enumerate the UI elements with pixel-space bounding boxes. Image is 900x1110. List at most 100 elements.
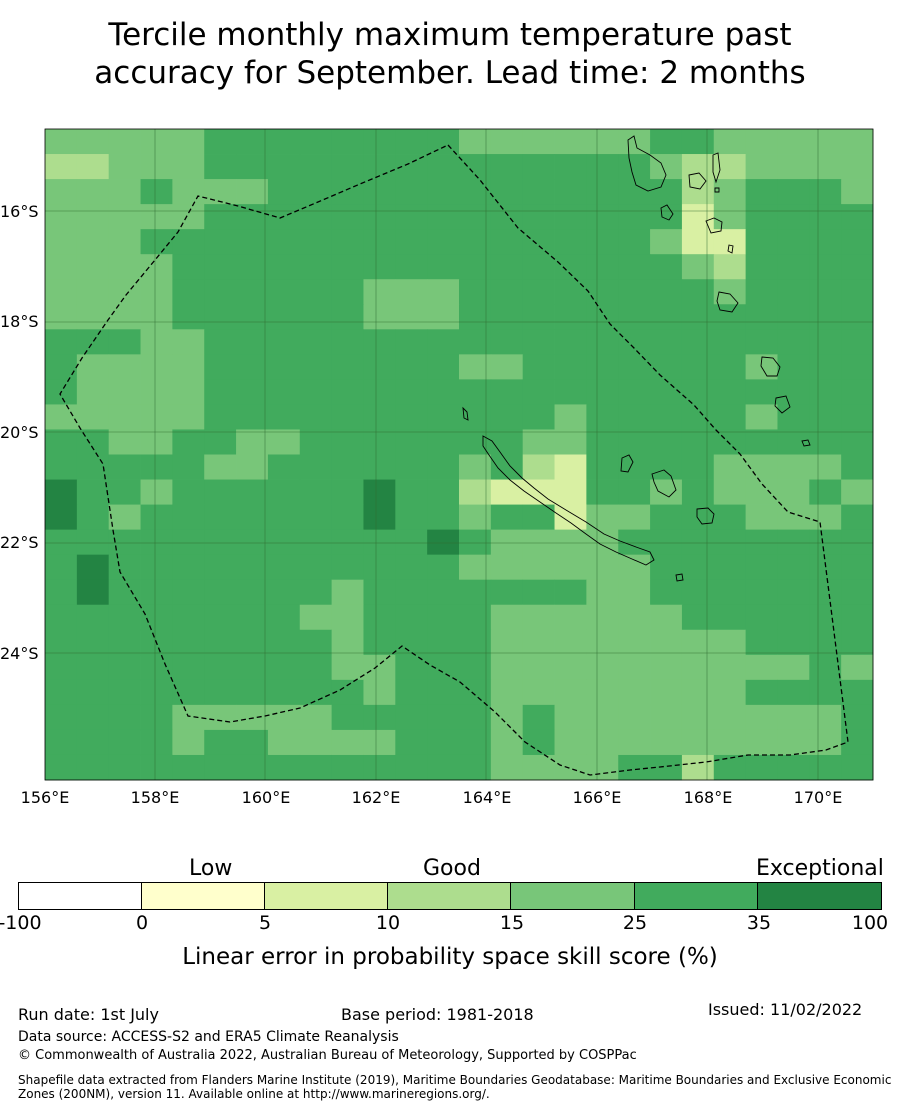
grid-cell bbox=[236, 579, 269, 606]
belep-islands-outline bbox=[462, 406, 469, 421]
grid-cell bbox=[267, 179, 301, 205]
grid-cell bbox=[841, 479, 874, 505]
lon-label-166e: 166°E bbox=[572, 788, 622, 807]
grid-cell bbox=[650, 129, 683, 155]
grid-cell bbox=[554, 504, 587, 531]
grid-cell bbox=[745, 754, 778, 781]
grid-cell bbox=[140, 754, 173, 781]
grid-cell bbox=[650, 704, 683, 731]
grid-cell bbox=[76, 629, 110, 656]
grid-cell bbox=[299, 179, 333, 205]
grid-cell bbox=[204, 154, 237, 180]
grid-cell bbox=[554, 629, 587, 656]
grid-cell bbox=[267, 654, 301, 681]
grid-cell bbox=[363, 304, 396, 330]
grid-cell bbox=[650, 429, 683, 455]
grid-cell bbox=[363, 654, 396, 681]
grid-cell bbox=[299, 254, 333, 280]
grid-cell bbox=[713, 729, 747, 756]
colorbar-segment-7 bbox=[757, 883, 881, 909]
grid-cell bbox=[841, 429, 874, 455]
grid-cell bbox=[331, 729, 364, 756]
grid-cell bbox=[331, 504, 364, 531]
grid-cell bbox=[108, 504, 141, 531]
grid-cell bbox=[841, 604, 874, 631]
grid-cell bbox=[299, 129, 333, 155]
grid-cell bbox=[76, 279, 110, 305]
grid-cell bbox=[522, 754, 555, 781]
grid-cell bbox=[427, 504, 460, 531]
grid-cell bbox=[490, 404, 524, 430]
grid-cell bbox=[841, 279, 874, 305]
grid-cell bbox=[204, 504, 237, 531]
grid-cell bbox=[522, 554, 555, 581]
grid-cell bbox=[331, 354, 364, 380]
grid-cell bbox=[681, 454, 715, 480]
grid-cell bbox=[363, 404, 396, 430]
grid-cell bbox=[777, 229, 810, 255]
ouvea-outline bbox=[620, 454, 634, 473]
grid-cell bbox=[76, 579, 110, 606]
grid-cell bbox=[363, 354, 396, 380]
grid-cell bbox=[108, 629, 141, 656]
grid-cell bbox=[331, 754, 364, 781]
grid-cell bbox=[745, 654, 778, 681]
grid-cell bbox=[618, 429, 651, 455]
grid-cell bbox=[490, 579, 524, 606]
grid-cell bbox=[45, 604, 78, 631]
grid-cell bbox=[841, 704, 874, 731]
grid-cell bbox=[713, 504, 747, 531]
grid-cell bbox=[650, 304, 683, 330]
grid-cell bbox=[45, 654, 78, 681]
grid-cell bbox=[299, 429, 333, 455]
grid-cell bbox=[745, 229, 778, 255]
colorbar-tick: 15 bbox=[499, 912, 525, 934]
grid-cell bbox=[586, 654, 619, 681]
grid-cell bbox=[618, 729, 651, 756]
grid-cell bbox=[204, 479, 237, 505]
grid-cell bbox=[427, 304, 460, 330]
grid-cell bbox=[427, 429, 460, 455]
grid-cell bbox=[586, 579, 619, 606]
grid-cell bbox=[140, 304, 173, 330]
grid-cell bbox=[236, 604, 269, 631]
grid-cell bbox=[745, 554, 778, 581]
grid-cell bbox=[650, 454, 683, 480]
grid-cell bbox=[841, 129, 874, 155]
grid-cell bbox=[299, 654, 333, 681]
grid-cell bbox=[586, 554, 619, 581]
grid-cell bbox=[140, 479, 173, 505]
grid-cell bbox=[331, 379, 364, 405]
grid-cell bbox=[745, 204, 778, 230]
grid-cell bbox=[618, 704, 651, 731]
grid-cell bbox=[490, 454, 524, 480]
grid-cell bbox=[299, 579, 333, 606]
grid-cell bbox=[841, 329, 874, 355]
grid-cell bbox=[427, 579, 460, 606]
grid-cell bbox=[363, 529, 396, 556]
grid-cell bbox=[459, 729, 492, 756]
grid-cell bbox=[841, 579, 874, 606]
grid-cell bbox=[45, 429, 78, 455]
grid-cell bbox=[490, 604, 524, 631]
grid-cell bbox=[490, 479, 524, 505]
grid-cell bbox=[331, 704, 364, 731]
grid-cell bbox=[618, 679, 651, 706]
shapefile-credit: Shapefile data extracted from Flanders M… bbox=[18, 1073, 892, 1101]
colorbar-tick: 0 bbox=[135, 912, 149, 934]
grid-cell bbox=[331, 179, 364, 205]
map-frame bbox=[44, 128, 874, 781]
grid-cell bbox=[427, 454, 460, 480]
grid-cell bbox=[172, 404, 205, 430]
grid-cell bbox=[618, 354, 651, 380]
grid-cell bbox=[172, 604, 205, 631]
grid-cell bbox=[809, 479, 842, 505]
grid-cell bbox=[299, 504, 333, 531]
grid-cell bbox=[331, 679, 364, 706]
grid-cell bbox=[490, 629, 524, 656]
grid-cell bbox=[395, 179, 428, 205]
grid-cell bbox=[140, 354, 173, 380]
skill-grid bbox=[45, 129, 874, 781]
grid-cell bbox=[172, 154, 205, 180]
grid-cell bbox=[204, 404, 237, 430]
